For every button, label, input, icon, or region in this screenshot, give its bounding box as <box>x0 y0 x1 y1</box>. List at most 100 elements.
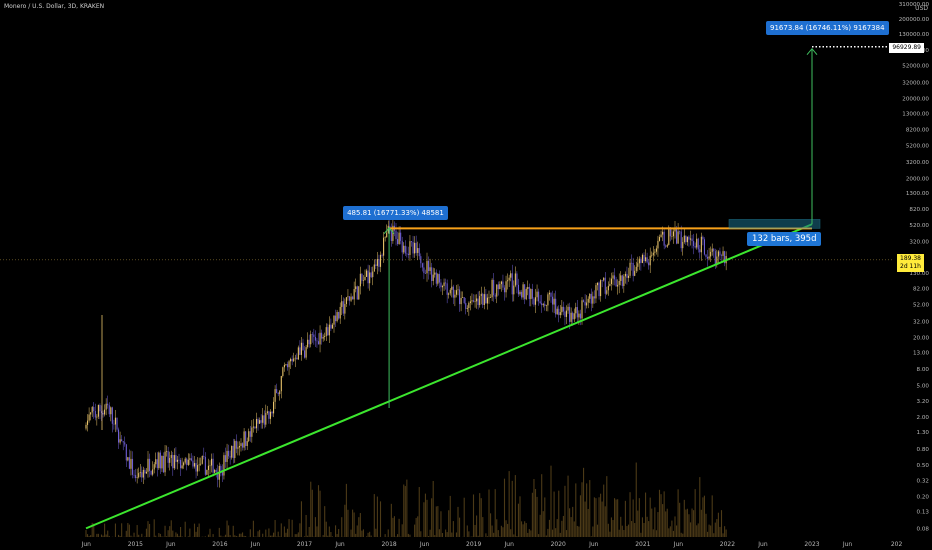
volume-bar <box>387 529 389 537</box>
volume-bar <box>431 498 433 537</box>
y-tick-label: 13.00 <box>913 350 929 356</box>
volume-bar <box>178 535 180 537</box>
volume-bar <box>590 536 592 537</box>
measure-arrow-target-head <box>806 47 818 56</box>
volume-bar <box>435 506 437 537</box>
candle-body <box>685 235 687 243</box>
support-trendline <box>85 223 813 530</box>
candle-body <box>651 255 653 256</box>
volume-bar <box>652 529 654 537</box>
candle-body <box>131 458 134 475</box>
candle-body <box>311 334 313 335</box>
volume-bar <box>505 520 507 537</box>
volume-bar <box>618 529 620 537</box>
volume-bar <box>414 524 416 537</box>
candle-body <box>319 332 321 345</box>
volume-bar <box>345 483 347 537</box>
y-tick-label: 13000.00 <box>902 112 929 118</box>
candle-body <box>373 264 375 272</box>
candle-body <box>539 301 541 304</box>
candle-body <box>663 231 665 246</box>
volume-bar <box>612 520 614 537</box>
candle-body <box>552 296 554 305</box>
volume-bar <box>600 493 602 537</box>
candle-body <box>300 342 302 355</box>
volume-bar <box>220 535 222 537</box>
candle-body <box>603 277 605 281</box>
volume-bar <box>672 530 674 537</box>
y-tick-label: 0.80 <box>917 447 930 453</box>
volume-bar <box>466 525 468 537</box>
volume-bar <box>291 519 293 537</box>
y-tick-label: 520.00 <box>909 223 929 229</box>
candle-body <box>437 274 439 284</box>
y-tick-label: 5200.00 <box>906 143 930 149</box>
candle-body <box>514 273 516 286</box>
volume-bar <box>180 527 182 537</box>
candle-body <box>583 300 585 302</box>
candle-body <box>331 324 333 329</box>
volume-bar <box>294 534 296 537</box>
candle-body <box>291 359 293 362</box>
volume-bar <box>516 536 518 537</box>
candle-body <box>234 440 236 459</box>
volume-bar <box>660 494 662 537</box>
candle-body <box>448 293 450 295</box>
volume-bar <box>107 530 109 537</box>
volume-bar <box>170 520 172 537</box>
candle-body <box>335 315 337 322</box>
volume-bar <box>561 520 563 537</box>
volume-bar <box>319 490 321 537</box>
volume-bar <box>207 534 209 537</box>
candle-body <box>662 231 664 235</box>
candle-body <box>672 231 674 237</box>
volume-bar <box>708 524 710 537</box>
volume-bar <box>629 492 631 537</box>
volume-bar <box>88 536 90 537</box>
candle-body <box>124 442 126 445</box>
candle-body <box>646 257 648 263</box>
x-tick-label: Jun <box>842 541 853 548</box>
volume-bar <box>482 517 484 537</box>
measure-label-target: 91673.84 (16746.11%) 9167384 <box>766 20 889 35</box>
volume-bar <box>324 506 326 537</box>
candle-body <box>432 274 434 281</box>
candle-body <box>426 260 428 274</box>
x-tick-label: Jun <box>165 541 176 548</box>
candle-body <box>310 334 312 345</box>
candle-body <box>328 324 330 336</box>
candle-body <box>184 458 186 463</box>
volume-bar <box>497 530 499 537</box>
volume-bar <box>104 523 106 537</box>
volume-bar <box>502 527 504 537</box>
volume-bar <box>153 519 155 537</box>
target-zone <box>728 219 821 229</box>
x-tick-label: 2016 <box>212 541 227 548</box>
candle-body <box>412 242 414 254</box>
volume-bar <box>401 524 403 537</box>
volume-bar <box>133 532 135 537</box>
candle-body <box>449 289 451 294</box>
candle-body <box>166 451 168 452</box>
candle-body <box>158 452 160 469</box>
y-tick-label: 130000.00 <box>899 32 930 38</box>
volume-bar <box>703 495 705 537</box>
volume-bar <box>508 471 510 537</box>
volume-bar <box>570 517 572 537</box>
candle-body <box>696 238 698 248</box>
volume-bar <box>440 511 442 537</box>
volume-bar <box>544 497 546 537</box>
candle-body <box>545 305 547 307</box>
volume-bar <box>85 530 87 537</box>
volume-bar <box>517 503 519 537</box>
volume-bar <box>614 498 616 537</box>
candle-body <box>606 290 608 294</box>
volume-bar <box>322 535 324 537</box>
target-price-tag: 96929.89 <box>889 42 924 53</box>
volume-bar <box>623 530 625 537</box>
volume-bar <box>418 487 420 537</box>
x-tick-label: Jun <box>504 541 515 548</box>
volume-bar <box>538 534 540 537</box>
volume-bar <box>423 502 425 537</box>
